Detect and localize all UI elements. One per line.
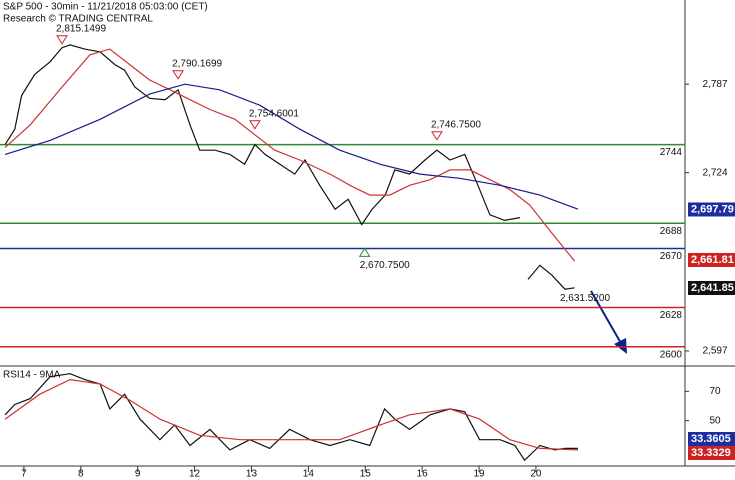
level-label: 2688 — [660, 226, 683, 237]
value-box-label: 2,641.85 — [691, 282, 734, 294]
series-line — [4, 83, 579, 210]
peak-marker — [56, 35, 68, 45]
x-tick-label: 13 — [246, 469, 258, 480]
annotation-label: 2,815.1499 — [56, 23, 106, 34]
series-line — [4, 378, 579, 451]
y-tick-label: 70 — [709, 386, 721, 397]
series-line — [4, 44, 575, 290]
annotation-label: 2,746.7500 — [431, 119, 481, 130]
value-box — [688, 202, 735, 217]
peak-marker — [172, 70, 184, 80]
value-box — [688, 252, 735, 267]
annotation-label: 2,670.7500 — [360, 260, 410, 271]
trough-marker — [358, 247, 371, 257]
value-box-label: 33.3329 — [691, 447, 731, 459]
x-tick-label: 15 — [360, 469, 372, 480]
x-tick-label: 14 — [303, 469, 315, 480]
rsi-title: RSI14 - 9MA — [3, 370, 61, 381]
value-box — [688, 446, 735, 461]
y-tick-label: 2,597 — [702, 346, 727, 357]
annotation-label: 2,631.5200 — [560, 293, 610, 304]
y-tick-label: 2,724 — [702, 167, 727, 178]
value-box-label: 2,697.79 — [691, 203, 734, 215]
value-box — [688, 280, 735, 295]
value-box-label: 33.3605 — [691, 433, 731, 445]
y-tick-label: 50 — [709, 415, 721, 426]
peak-marker — [431, 131, 443, 141]
x-tick-label: 12 — [189, 469, 201, 480]
x-tick-label: 20 — [530, 469, 542, 480]
annotation-label: 2,754.6001 — [249, 108, 299, 119]
x-tick-label: 8 — [78, 469, 84, 480]
x-tick-label: 7 — [21, 469, 27, 480]
x-tick-label: 16 — [417, 469, 429, 480]
series-line — [4, 48, 576, 262]
chart-subtitle: Research © TRADING CENTRAL — [3, 14, 153, 25]
level-label: 2628 — [660, 310, 683, 321]
peak-marker — [248, 120, 261, 130]
x-tick-label: 19 — [473, 469, 485, 480]
level-label: 2670 — [660, 251, 683, 262]
level-label: 2744 — [660, 147, 683, 158]
level-label: 2600 — [660, 349, 683, 360]
value-box-label: 2,661.81 — [691, 254, 734, 266]
chart-title: S&P 500 - 30min - 11/21/2018 05:03:00 (C… — [3, 2, 208, 13]
annotation-label: 2,790.1699 — [172, 58, 222, 69]
value-box — [688, 431, 735, 446]
forecast-arrow — [590, 290, 623, 346]
y-tick-label: 2,787 — [702, 79, 727, 90]
x-tick-label: 9 — [135, 469, 141, 480]
